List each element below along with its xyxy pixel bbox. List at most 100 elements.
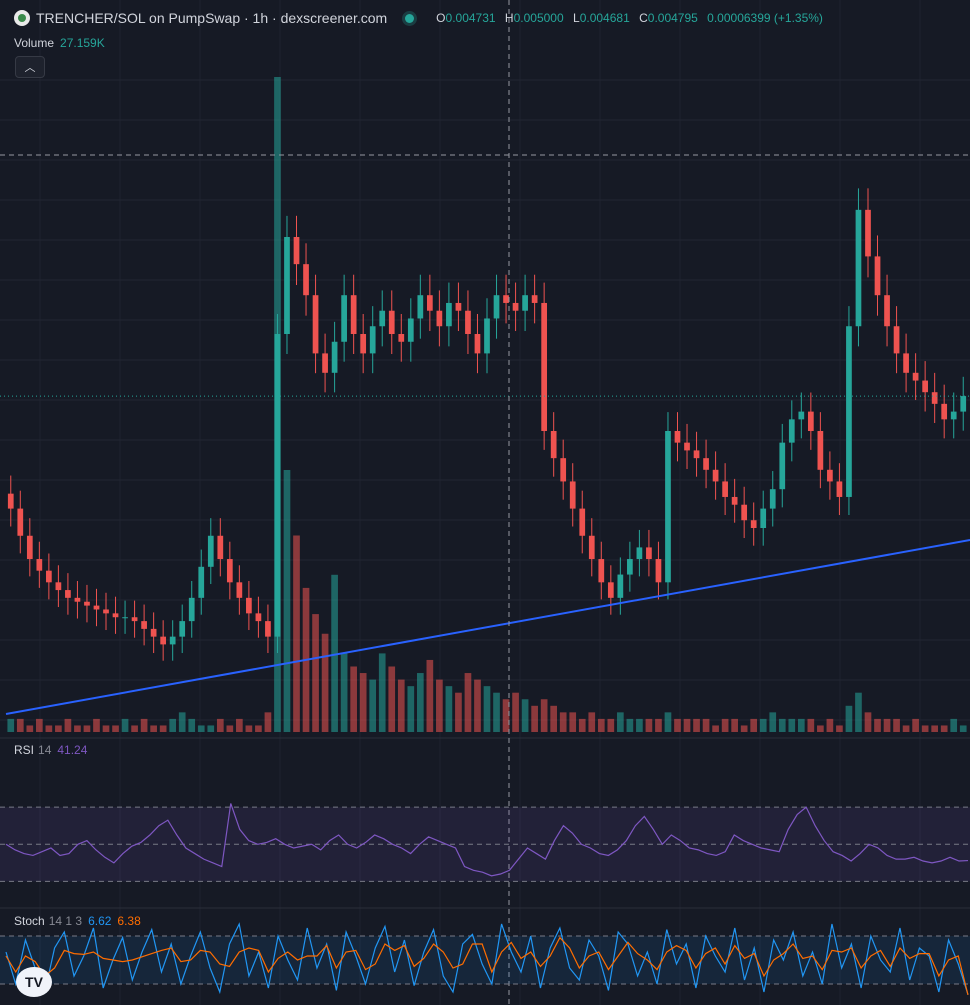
volume-bar: [150, 725, 157, 732]
volume-bar: [436, 679, 443, 732]
candle-body: [960, 396, 967, 412]
volume-bar: [626, 718, 634, 732]
volume-bar: [578, 718, 586, 732]
candle-body: [893, 326, 900, 354]
candle-body: [674, 431, 681, 443]
volume-bar: [855, 692, 862, 732]
candle-body: [636, 547, 643, 560]
candle-body: [703, 458, 709, 470]
candle-body: [93, 605, 100, 610]
candle-body: [531, 295, 538, 303]
volume-bar: [883, 718, 891, 732]
rsi-label: RSI: [14, 743, 35, 757]
candle-body: [122, 617, 128, 619]
volume-bar: [464, 673, 472, 732]
volume-bar: [540, 699, 548, 732]
candle-body: [312, 295, 319, 354]
rsi-legend: RSI 14 41.24: [14, 743, 87, 757]
chart-legend: TRENCHER/SOL on PumpSwap · 1h · dexscree…: [14, 10, 823, 26]
low-value: 0.004681: [579, 11, 630, 25]
candle-body: [865, 209, 871, 257]
volume-bar: [559, 712, 567, 732]
candle-body: [46, 570, 52, 583]
candle-body: [836, 481, 843, 497]
volume-bar: [26, 725, 34, 732]
close-label: C: [639, 11, 648, 25]
volume-bar: [550, 705, 558, 732]
volume-bar: [188, 718, 196, 732]
candle-body: [369, 326, 376, 354]
candle-body: [769, 489, 776, 509]
candle-body: [7, 493, 14, 509]
candle-body: [246, 597, 252, 614]
volume-bar: [169, 718, 177, 732]
volume-bar: [36, 718, 43, 732]
volume-bar: [959, 725, 967, 732]
candle-body: [322, 353, 328, 373]
candle-body: [588, 535, 595, 560]
candle-body: [550, 431, 557, 459]
volume-bar: [702, 718, 710, 732]
candle-body: [169, 636, 176, 645]
volume-bar: [655, 718, 662, 732]
volume-bar: [636, 718, 643, 732]
volume-bar: [807, 718, 815, 732]
volume-bar: [340, 653, 348, 732]
candle-body: [141, 621, 147, 629]
rsi-params: 14: [38, 743, 52, 757]
candle-body: [74, 597, 81, 602]
candle-body: [684, 442, 690, 451]
volume-bar: [55, 725, 62, 732]
candle-body: [903, 353, 909, 373]
rsi-band: [0, 807, 970, 882]
candle-body: [722, 481, 728, 497]
volume-bar: [197, 725, 205, 732]
candle-body: [950, 411, 957, 420]
candle-body: [179, 621, 186, 637]
volume-bar: [731, 718, 738, 732]
candle-body: [627, 559, 633, 575]
tradingview-logo[interactable]: TV: [16, 967, 52, 997]
pair-title: TRENCHER/SOL on PumpSwap · 1h · dexscree…: [36, 10, 388, 26]
volume-bar: [893, 718, 900, 732]
candle-body: [55, 582, 62, 591]
candle-body: [541, 302, 548, 431]
volume-bar: [683, 718, 691, 732]
candle-body: [131, 617, 138, 622]
candle-body: [350, 295, 357, 334]
volume-value: 27.159K: [60, 36, 105, 50]
volume-bar: [178, 712, 186, 732]
stoch-k-line: [5, 922, 969, 995]
volume-bar: [112, 725, 119, 732]
candle-body: [36, 559, 43, 571]
candle-body: [750, 520, 757, 528]
volume-bar: [921, 725, 929, 732]
volume-bar: [502, 699, 510, 732]
volume-bar: [674, 718, 681, 732]
candle-body: [103, 609, 109, 614]
candle-body: [484, 318, 490, 354]
candle-body: [150, 628, 157, 637]
candle-body: [388, 310, 395, 334]
candle-body: [417, 295, 424, 319]
chevron-up-icon: ︿: [24, 62, 36, 74]
volume-bar: [283, 470, 291, 732]
volume-bar: [521, 699, 529, 732]
volume-bar: [416, 673, 424, 732]
collapse-legend-button[interactable]: ︿: [15, 56, 45, 78]
open-label: O: [436, 11, 446, 25]
candle-body: [617, 574, 624, 598]
volume-bar: [940, 725, 948, 732]
ohlc-values: O0.004731 H0.005000 L0.004681 C0.004795 …: [430, 11, 823, 25]
candle-body: [188, 597, 195, 622]
stoch-legend: Stoch 14 1 3 6.62 6.38: [14, 914, 141, 928]
volume-bar: [7, 718, 15, 732]
market-status-icon[interactable]: [405, 13, 415, 23]
candle-body: [512, 302, 519, 311]
volume-bar: [64, 718, 72, 732]
volume-bar: [797, 718, 805, 732]
volume-bar: [788, 718, 796, 732]
candle-body: [112, 613, 119, 618]
volume-bar: [817, 725, 824, 732]
